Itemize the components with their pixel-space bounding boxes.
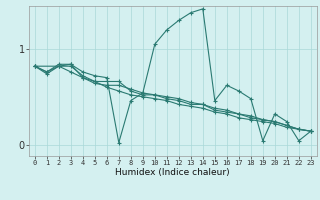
X-axis label: Humidex (Indice chaleur): Humidex (Indice chaleur) [116, 168, 230, 177]
